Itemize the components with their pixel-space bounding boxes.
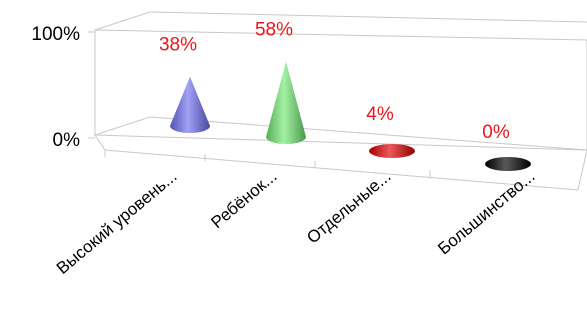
top-back-edge [149,11,587,23]
cone-bar [485,157,531,171]
category-label: Ребёнок... [207,167,280,233]
cone-bar [369,144,415,158]
category-label: Высокий уровень... [53,167,181,278]
y-tick-0: 0% [53,130,81,151]
y-tick-100: 100% [31,24,80,45]
category-label: Отдельные... [303,167,394,248]
category-label: Большинство... [434,167,538,259]
chart-floor [94,116,587,191]
data-label: 0% [482,122,510,143]
data-label: 58% [255,20,293,41]
data-label: 4% [366,104,394,125]
cone-bar [170,76,210,133]
back-wall-top-edge [94,11,151,31]
data-label: 38% [159,35,197,56]
cone-bar [266,61,306,144]
